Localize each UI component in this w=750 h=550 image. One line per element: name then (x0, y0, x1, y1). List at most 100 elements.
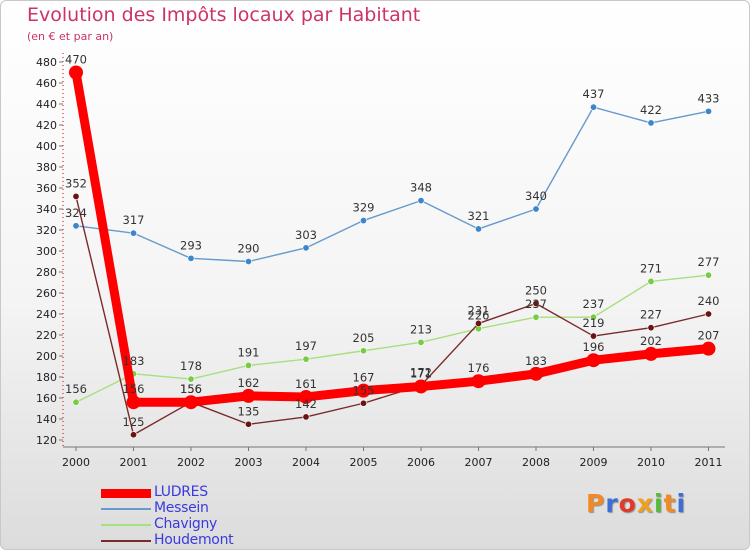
data-label-houdemont: 155 (353, 383, 375, 397)
data-point-ludres (644, 346, 658, 361)
data-point-houdemont (302, 413, 310, 421)
y-tick-label: 340 (36, 203, 57, 216)
legend-label: Chavigny (154, 516, 218, 532)
data-label-chavigny: 226 (468, 309, 490, 323)
data-point-chavigny (589, 313, 597, 321)
y-tick-label: 320 (36, 224, 57, 237)
data-point-chavigny (187, 375, 195, 383)
x-tick-label: 2011 (695, 456, 723, 469)
x-tick-label: 2009 (580, 456, 608, 469)
logo-letter: r (605, 489, 619, 518)
data-point-ludres (586, 353, 601, 368)
data-point-messein (130, 229, 138, 237)
data-label-houdemont: 125 (123, 415, 145, 429)
data-point-ludres (299, 389, 313, 404)
data-point-houdemont (474, 319, 482, 327)
data-point-houdemont (130, 431, 138, 439)
data-label-ludres: 196 (583, 340, 605, 354)
data-label-ludres: 176 (468, 361, 490, 375)
chart-data-labels: 324 317 293 290 303 329 348 321 340 437 422 433 156 1… (65, 53, 719, 429)
data-label-messein: 324 (65, 206, 87, 220)
data-point-messein (704, 107, 712, 115)
data-label-chavigny: 178 (180, 359, 202, 373)
chart-axes: 120 140 160 180 200 220 240 260 280 300 320 340 360 3… (36, 53, 725, 469)
data-point-chavigny (245, 361, 253, 369)
data-point-messein (245, 257, 253, 265)
y-tick-label: 460 (36, 77, 57, 90)
data-point-chavigny (302, 355, 310, 363)
legend-swatch (101, 540, 151, 542)
data-label-chavigny: 237 (525, 297, 547, 311)
data-label-ludres: 162 (238, 376, 260, 390)
series-ludres (69, 65, 716, 410)
data-point-ludres (701, 341, 716, 356)
x-tick-label: 2006 (407, 456, 435, 469)
data-point-messein (302, 244, 310, 252)
series-line-ludres (71, 68, 713, 407)
data-label-ludres: 183 (525, 354, 547, 368)
data-label-chavigny: 271 (640, 261, 662, 275)
logo-letter: i (654, 489, 664, 518)
data-point-houdemont (72, 192, 80, 200)
data-point-ludres (529, 366, 543, 381)
data-label-houdemont: 135 (238, 404, 260, 418)
y-tick-label: 180 (36, 371, 57, 384)
legend-swatch (101, 508, 151, 510)
data-label-messein: 321 (468, 209, 490, 223)
chart-series (69, 65, 716, 439)
data-point-ludres (69, 65, 83, 80)
data-label-ludres: 156 (180, 382, 202, 396)
data-label-messein: 348 (410, 181, 432, 195)
data-point-messein (187, 254, 195, 262)
data-label-messein: 290 (238, 242, 260, 256)
data-point-ludres (241, 388, 256, 403)
legend-swatch (101, 524, 151, 526)
data-label-ludres: 202 (640, 334, 662, 348)
chart-title: Evolution des Impôts locaux par Habitant (27, 4, 421, 26)
data-point-ludres (126, 395, 141, 410)
data-label-messein: 293 (180, 238, 202, 252)
logo-letter: i (676, 489, 687, 518)
data-point-messein (532, 205, 540, 213)
y-tick-label: 120 (36, 434, 57, 447)
x-tick-label: 2002 (177, 456, 205, 469)
data-label-houdemont: 172 (410, 365, 432, 379)
data-label-houdemont: 219 (583, 316, 605, 330)
data-point-messein (72, 222, 80, 230)
data-label-chavigny: 197 (295, 339, 317, 353)
data-point-houdemont (245, 420, 253, 428)
data-label-chavigny: 237 (583, 297, 605, 311)
legend-label: Houdemont (154, 532, 234, 548)
data-label-ludres: 470 (65, 53, 87, 67)
data-label-houdemont: 352 (65, 176, 87, 190)
data-point-houdemont (647, 324, 655, 332)
data-label-ludres: 171 (410, 366, 432, 380)
data-label-chavigny: 183 (123, 354, 145, 368)
x-tick-label: 2000 (62, 456, 90, 469)
x-tick-label: 2001 (120, 456, 148, 469)
y-tick-label: 420 (36, 119, 57, 132)
y-tick-label: 160 (36, 392, 57, 405)
logo-letter: x (636, 489, 654, 518)
data-label-chavigny: 205 (353, 331, 375, 345)
x-tick-label: 2010 (637, 456, 665, 469)
data-label-houdemont: 250 (525, 284, 547, 298)
data-label-chavigny: 213 (410, 322, 432, 336)
data-point-houdemont (359, 399, 367, 407)
y-tick-label: 220 (36, 329, 57, 342)
data-point-chavigny (647, 277, 655, 285)
data-point-messein (589, 103, 597, 111)
data-point-chavigny (359, 347, 367, 355)
y-tick-label: 440 (36, 98, 57, 111)
data-point-messein (359, 217, 367, 225)
legend-label: Messein (154, 500, 209, 516)
data-label-messein: 340 (525, 189, 547, 203)
data-point-chavigny (704, 271, 712, 279)
data-label-chavigny: 191 (238, 345, 260, 359)
series-line-houdemont (75, 195, 710, 436)
data-label-messein: 433 (698, 91, 720, 105)
y-tick-label: 200 (36, 350, 57, 363)
data-label-ludres: 156 (123, 382, 145, 396)
data-label-houdemont: 240 (698, 294, 720, 308)
